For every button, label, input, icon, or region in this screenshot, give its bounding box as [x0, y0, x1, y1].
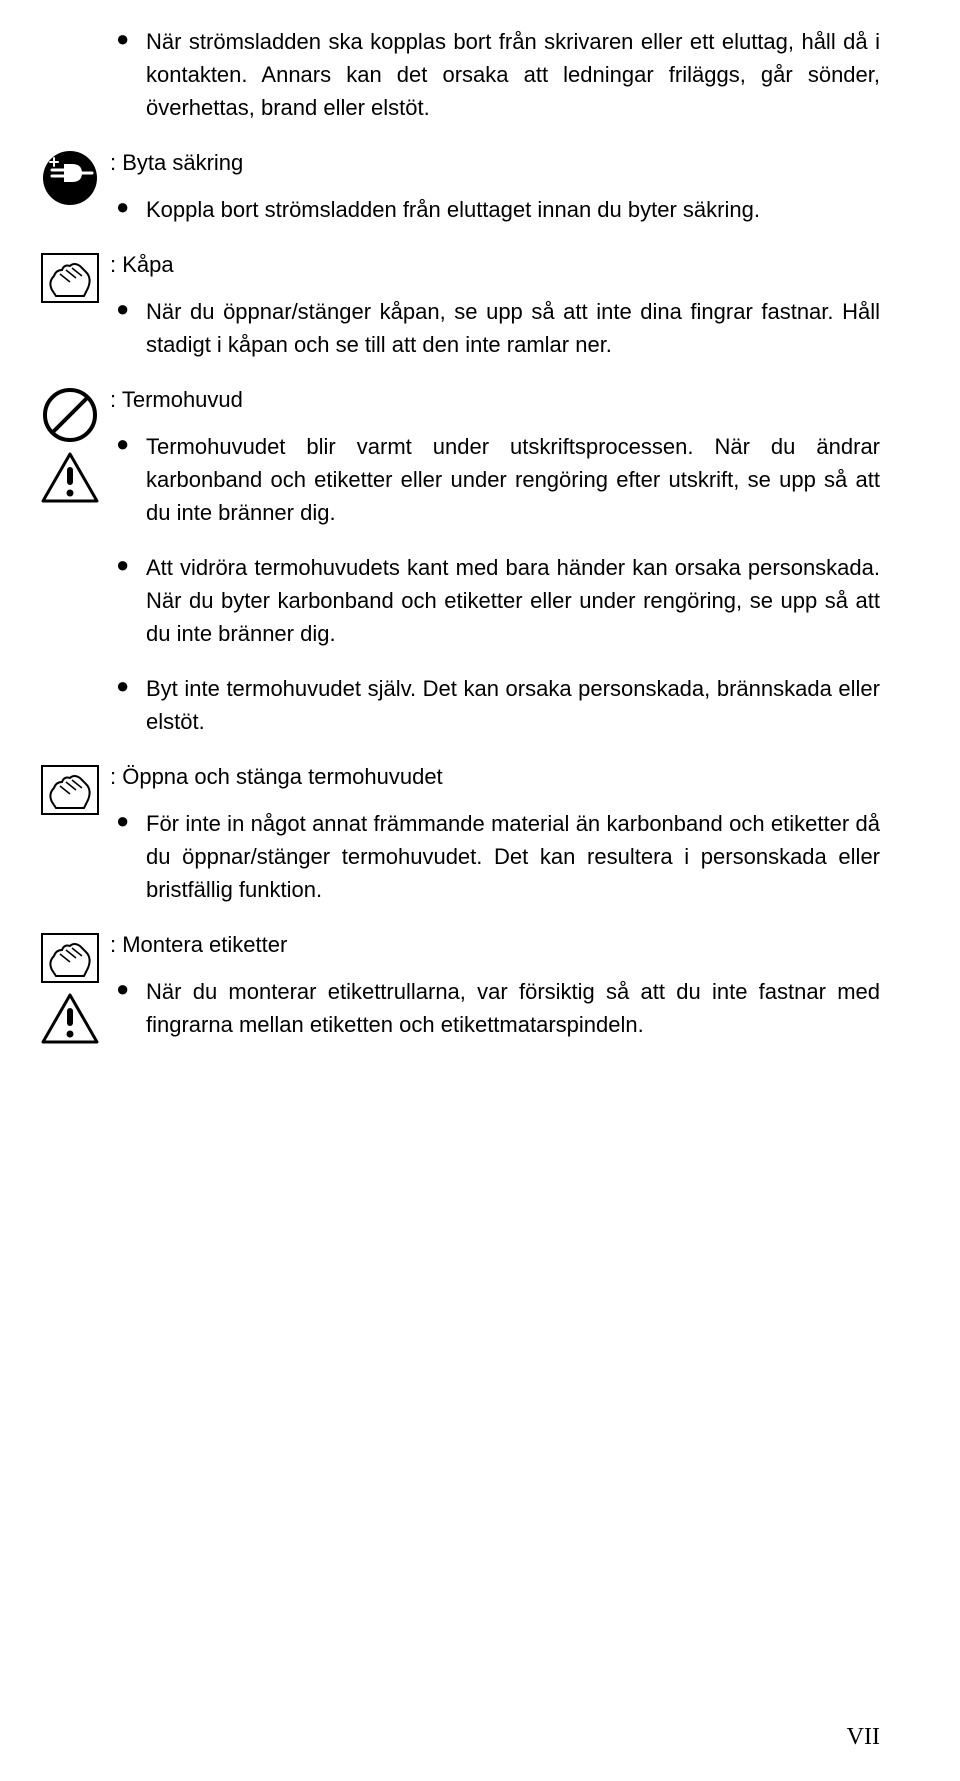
section-kapa: : Kåpa ● När du öppnar/stänger kåpan, se…	[30, 248, 880, 383]
bullet-item: ● När du öppnar/stänger kåpan, se upp så…	[110, 295, 880, 361]
bullet-marker: ●	[110, 551, 146, 579]
section-termohuvud: : Termohuvud ● Termohuvudet blir varmt u…	[30, 383, 880, 760]
bullet-item: ● Att vidröra termohuvudets kant med bar…	[110, 551, 880, 650]
bullet-marker: ●	[110, 672, 146, 700]
section-heading: : Kåpa	[110, 248, 880, 281]
prohibit-icon	[42, 387, 98, 443]
section-stromsladden: ● När strömsladden ska kopplas bort från…	[30, 25, 880, 146]
content-column: ● När strömsladden ska kopplas bort från…	[110, 25, 880, 146]
content-column: : Öppna och stänga termohuvudet ● För in…	[110, 760, 880, 928]
hand-icon	[40, 764, 100, 816]
bullet-item: ● Termohuvudet blir varmt under utskrift…	[110, 430, 880, 529]
content-column: : Termohuvud ● Termohuvudet blir varmt u…	[110, 383, 880, 760]
content-column: : Montera etiketter ● När du monterar et…	[110, 928, 880, 1063]
bullet-item: ● När du monterar etikettrullarna, var f…	[110, 975, 880, 1041]
content-column: : Byta säkring ● Koppla bort strömsladde…	[110, 146, 880, 248]
section-montera: : Montera etiketter ● När du monterar et…	[30, 928, 880, 1063]
icon-column	[30, 248, 110, 304]
bullet-text: När du monterar etikettrullarna, var för…	[146, 975, 880, 1041]
bullet-text: Att vidröra termohuvudets kant med bara …	[146, 551, 880, 650]
section-heading: : Byta säkring	[110, 146, 880, 179]
section-byta-sakring: : Byta säkring ● Koppla bort strömsladde…	[30, 146, 880, 248]
icon-column	[30, 760, 110, 816]
bullet-marker: ●	[110, 193, 146, 221]
page: ● När strömsladden ska kopplas bort från…	[0, 0, 960, 1781]
bullet-text: Termohuvudet blir varmt under utskriftsp…	[146, 430, 880, 529]
section-heading: : Montera etiketter	[110, 928, 880, 961]
section-heading: : Termohuvud	[110, 383, 880, 416]
bullet-item: ● För inte in något annat främmande mate…	[110, 807, 880, 906]
bullet-item: ● När strömsladden ska kopplas bort från…	[110, 25, 880, 124]
bullet-marker: ●	[110, 430, 146, 458]
bullet-text: Byt inte termohuvudet själv. Det kan ors…	[146, 672, 880, 738]
bullet-item: ● Byt inte termohuvudet själv. Det kan o…	[110, 672, 880, 738]
bullet-marker: ●	[110, 295, 146, 323]
icon-column	[30, 146, 110, 206]
section-oppna-stanga: : Öppna och stänga termohuvudet ● För in…	[30, 760, 880, 928]
icon-column	[30, 25, 110, 29]
bullet-text: När strömsladden ska kopplas bort från s…	[146, 25, 880, 124]
warning-icon	[40, 451, 100, 505]
content-column: : Kåpa ● När du öppnar/stänger kåpan, se…	[110, 248, 880, 383]
warning-icon	[40, 992, 100, 1046]
bullet-text: För inte in något annat främmande materi…	[146, 807, 880, 906]
bullet-item: ● Koppla bort strömsladden från eluttage…	[110, 193, 880, 226]
bullet-marker: ●	[110, 25, 146, 53]
bullet-text: När du öppnar/stänger kåpan, se upp så a…	[146, 295, 880, 361]
bullet-marker: ●	[110, 807, 146, 835]
section-heading: : Öppna och stänga termohuvudet	[110, 760, 880, 793]
page-number: VII	[847, 1724, 880, 1751]
icon-column	[30, 383, 110, 505]
hand-icon	[40, 252, 100, 304]
bullet-text: Koppla bort strömsladden från eluttaget …	[146, 193, 760, 226]
icon-column	[30, 928, 110, 1046]
bullet-marker: ●	[110, 975, 146, 1003]
hand-icon	[40, 932, 100, 984]
plug-disconnect-icon	[42, 150, 98, 206]
